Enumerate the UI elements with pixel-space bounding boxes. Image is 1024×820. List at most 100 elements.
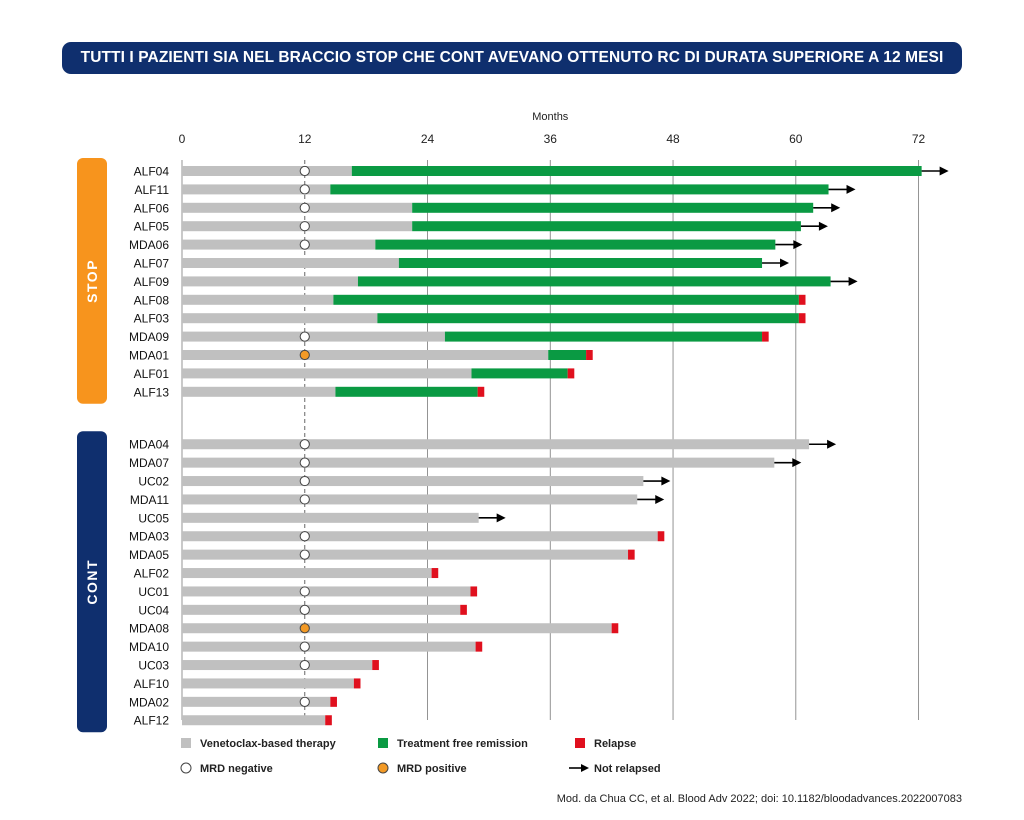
therapy-bar — [182, 549, 629, 560]
x-tick-label: 60 — [789, 132, 803, 146]
therapy-bar — [182, 476, 644, 487]
mrd-negative-marker — [299, 641, 310, 652]
tfr-bar — [377, 313, 799, 324]
patient-label: ALF13 — [134, 385, 170, 399]
group-label-cont: CONT — [84, 559, 100, 605]
mrd-negative-marker — [299, 604, 310, 615]
patient-label: ALF05 — [134, 220, 170, 234]
legend-swatch-mrd_neg — [180, 762, 192, 774]
patient-label: MDA04 — [129, 438, 169, 452]
patient-label: ALF06 — [134, 201, 170, 215]
mrd-negative-marker — [299, 549, 310, 560]
legend-swatch-relapse — [575, 738, 585, 748]
mrd-negative-marker — [299, 202, 310, 213]
x-tick-label: 72 — [912, 132, 926, 146]
therapy-bar — [182, 184, 331, 195]
x-tick-label: 0 — [179, 132, 186, 146]
relapse-marker — [460, 604, 467, 615]
relapse-marker — [567, 368, 575, 379]
not-relapsed-arrow-head — [792, 458, 802, 468]
relapse-marker — [475, 641, 483, 652]
not-relapsed-arrow-head — [780, 258, 790, 268]
tfr-bar — [351, 166, 922, 176]
relapse-marker — [431, 568, 439, 579]
tfr-bar — [412, 202, 814, 213]
not-relapsed-arrow-head — [827, 439, 837, 449]
therapy-bar — [182, 166, 352, 176]
patient-label: ALF01 — [134, 367, 170, 381]
patient-label: MDA08 — [129, 622, 169, 636]
legend-swatch-mrd_pos — [377, 762, 389, 774]
patient-label: UC01 — [138, 585, 169, 599]
tfr-bar — [548, 350, 587, 360]
group-bracket-stop — [77, 158, 107, 404]
relapse-marker — [657, 531, 665, 542]
tfr-bar — [444, 331, 763, 342]
relapse-marker — [330, 696, 337, 707]
therapy-bar — [182, 202, 413, 213]
mrd-positive-marker — [299, 623, 310, 634]
not-relapsed-arrow-head — [496, 513, 506, 523]
mrd-positive-marker — [299, 349, 310, 361]
patient-label: MDA06 — [129, 238, 169, 252]
relapse-marker — [798, 313, 806, 324]
patient-label: ALF12 — [134, 714, 170, 728]
relapse-marker — [477, 386, 485, 397]
patient-label: ALF03 — [134, 312, 170, 326]
therapy-bar — [182, 531, 658, 542]
legend-label-relapse: Relapse — [594, 738, 636, 750]
therapy-bar — [182, 350, 549, 360]
tfr-bar — [412, 221, 801, 232]
therapy-bar — [182, 678, 354, 689]
not-relapsed-arrow-head — [818, 221, 828, 231]
not-relapsed-arrow-head — [846, 184, 856, 194]
relapse-marker — [325, 715, 332, 726]
mrd-negative-marker — [299, 659, 310, 671]
title-banner: TUTTI I PAZIENTI SIA NEL BRACCIO STOP CH… — [62, 42, 962, 74]
legend-label-therapy: Venetoclax-based therapy — [200, 738, 337, 750]
patient-label: MDA11 — [130, 493, 169, 507]
mrd-negative-marker — [299, 457, 310, 468]
patient-label: MDA07 — [129, 456, 169, 470]
patient-label: UC02 — [138, 475, 169, 489]
patient-label: ALF08 — [134, 293, 170, 307]
x-tick-label: 48 — [666, 132, 680, 146]
mrd-negative-marker — [299, 475, 310, 487]
patient-label: MDA02 — [129, 695, 169, 709]
legend-label-not_relapsed: Not relapsed — [594, 763, 661, 775]
therapy-bar — [182, 439, 810, 450]
legend-label-tfr: Treatment free remission — [397, 738, 528, 750]
patient-label: UC03 — [138, 659, 169, 673]
x-tick-label: 24 — [421, 132, 435, 146]
therapy-bar — [182, 586, 471, 597]
legend-swatch-tfr — [378, 738, 388, 748]
x-axis-label: Months — [532, 111, 569, 123]
legend-label-mrd_pos: MRD positive — [397, 763, 467, 775]
mrd-negative-marker — [299, 239, 310, 250]
patient-label: ALF09 — [134, 275, 170, 289]
patient-label: UC05 — [138, 511, 169, 525]
therapy-bar — [182, 696, 331, 707]
mrd-negative-marker — [299, 696, 310, 707]
relapse-marker — [762, 331, 769, 342]
mrd-negative-marker — [299, 439, 310, 450]
relapse-marker — [586, 350, 593, 360]
group-bracket-cont — [77, 431, 107, 733]
therapy-bar — [182, 457, 775, 468]
tfr-bar — [398, 258, 763, 268]
patient-label: ALF04 — [134, 165, 170, 179]
not-relapsed-arrow-head — [655, 494, 665, 504]
therapy-bar — [182, 239, 376, 250]
patient-label: MDA01 — [129, 349, 169, 363]
patient-label: ALF11 — [135, 183, 170, 197]
patient-label: ALF02 — [134, 567, 170, 581]
relapse-marker — [470, 586, 478, 597]
patient-label: MDA09 — [129, 330, 169, 344]
relapse-marker — [798, 294, 806, 305]
mrd-negative-marker — [299, 331, 310, 342]
therapy-bar — [182, 715, 326, 726]
tfr-bar — [335, 386, 478, 397]
not-relapsed-arrow-head — [831, 203, 841, 213]
therapy-bar — [182, 313, 378, 324]
